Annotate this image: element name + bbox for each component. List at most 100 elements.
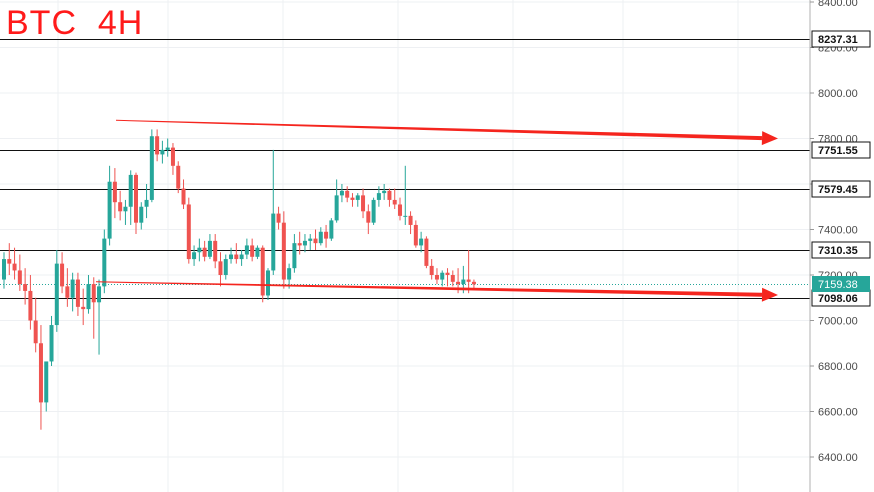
candle-up xyxy=(54,263,59,326)
candle-down xyxy=(429,265,434,275)
candle-up xyxy=(371,199,376,223)
candle-down xyxy=(118,202,123,212)
candle-down xyxy=(350,197,355,200)
level-badge-label: 7579.45 xyxy=(818,184,858,196)
candle-up xyxy=(403,215,408,217)
candle-up xyxy=(102,238,107,287)
candle-up xyxy=(165,147,170,150)
candle-down xyxy=(65,286,70,298)
candle-down xyxy=(176,165,181,189)
candle-up xyxy=(70,279,75,298)
candle-up xyxy=(192,252,197,260)
candle-up xyxy=(382,190,387,194)
candle-up xyxy=(308,238,313,241)
candle-up xyxy=(271,213,276,271)
level-badge xyxy=(811,141,871,159)
candle-down xyxy=(38,343,43,403)
candle-down xyxy=(260,247,265,296)
candle-up xyxy=(287,268,292,280)
candle-down xyxy=(313,238,318,244)
candle-up xyxy=(123,206,128,212)
candle-up xyxy=(2,259,6,280)
candle-down xyxy=(75,279,80,307)
candle-down xyxy=(424,238,429,266)
level-badge xyxy=(811,180,871,198)
trend-arrows xyxy=(96,119,778,302)
candle-up xyxy=(128,174,133,207)
last-price-badge xyxy=(812,276,870,292)
candle-down xyxy=(445,272,450,275)
candle-down xyxy=(7,259,12,264)
candle-down xyxy=(276,213,281,223)
candle-up xyxy=(461,279,466,285)
candle-up xyxy=(239,254,244,260)
price-tick-label: 6400.00 xyxy=(818,452,858,464)
trend-arrow xyxy=(96,281,778,302)
candle-down xyxy=(134,174,138,223)
level-badges: 8237.31 7751.55 7579.45 7310.35 7098.06 7159.… xyxy=(811,30,871,307)
candle-up xyxy=(255,247,260,257)
level-badge xyxy=(811,30,871,48)
candle-down xyxy=(218,261,223,275)
candle-down xyxy=(181,188,186,205)
level-badge-label: 8237.31 xyxy=(818,34,858,46)
price-axis[interactable]: 6400.006600.006800.007000.007200.007400.… xyxy=(810,0,858,464)
candle-up xyxy=(334,195,339,221)
chart-title: BTC 4H xyxy=(6,4,144,42)
candle-up xyxy=(197,247,202,253)
candle-down xyxy=(33,320,38,344)
candle-up xyxy=(266,270,270,296)
candle-up xyxy=(292,243,297,269)
candle-down xyxy=(250,245,255,257)
price-tick-label: 6800.00 xyxy=(818,361,858,373)
candle-up xyxy=(149,136,154,200)
candle-down xyxy=(361,195,366,212)
candle-down xyxy=(234,254,239,260)
candle-down xyxy=(471,281,476,285)
candle-up xyxy=(355,195,360,200)
candle-down xyxy=(202,247,207,257)
candle-down xyxy=(28,290,33,321)
price-tick-label: 6600.00 xyxy=(818,407,858,419)
candle-down xyxy=(466,279,471,282)
candle-down xyxy=(297,243,302,246)
candle-up xyxy=(44,361,49,403)
price-tick-label: 7400.00 xyxy=(818,225,858,237)
candle-down xyxy=(91,284,96,303)
candle-down xyxy=(366,211,371,223)
candle-up xyxy=(49,325,54,362)
level-badge-label: 7751.55 xyxy=(818,145,858,157)
candle-down xyxy=(81,306,86,310)
candle-down xyxy=(23,284,28,291)
candle-down xyxy=(112,181,117,203)
candle-down xyxy=(408,215,413,225)
candle-up xyxy=(223,259,228,275)
grid xyxy=(0,0,810,492)
candle-up xyxy=(329,220,334,239)
candles xyxy=(2,129,476,430)
candle-down xyxy=(186,204,191,260)
candle-down xyxy=(213,240,218,262)
candle-down xyxy=(12,263,17,271)
candle-up xyxy=(207,240,212,257)
candle-up xyxy=(419,238,424,246)
candle-up xyxy=(139,206,144,223)
candle-down xyxy=(413,224,418,246)
candle-up xyxy=(318,231,323,244)
candle-down xyxy=(392,199,397,205)
last-price-label: 7159.38 xyxy=(818,279,858,291)
candle-up xyxy=(302,240,307,246)
trend-arrow xyxy=(116,119,778,146)
price-tick-label: 7000.00 xyxy=(818,316,858,328)
candle-down xyxy=(387,190,392,200)
candle-up xyxy=(244,245,249,255)
candle-down xyxy=(456,281,461,285)
candle-up xyxy=(339,190,344,196)
candle-down xyxy=(398,204,402,216)
price-tick-label: 8000.00 xyxy=(818,88,858,100)
candle-down xyxy=(17,270,22,285)
level-badge xyxy=(811,241,871,259)
candle-down xyxy=(345,190,350,198)
candle-up xyxy=(107,181,112,239)
